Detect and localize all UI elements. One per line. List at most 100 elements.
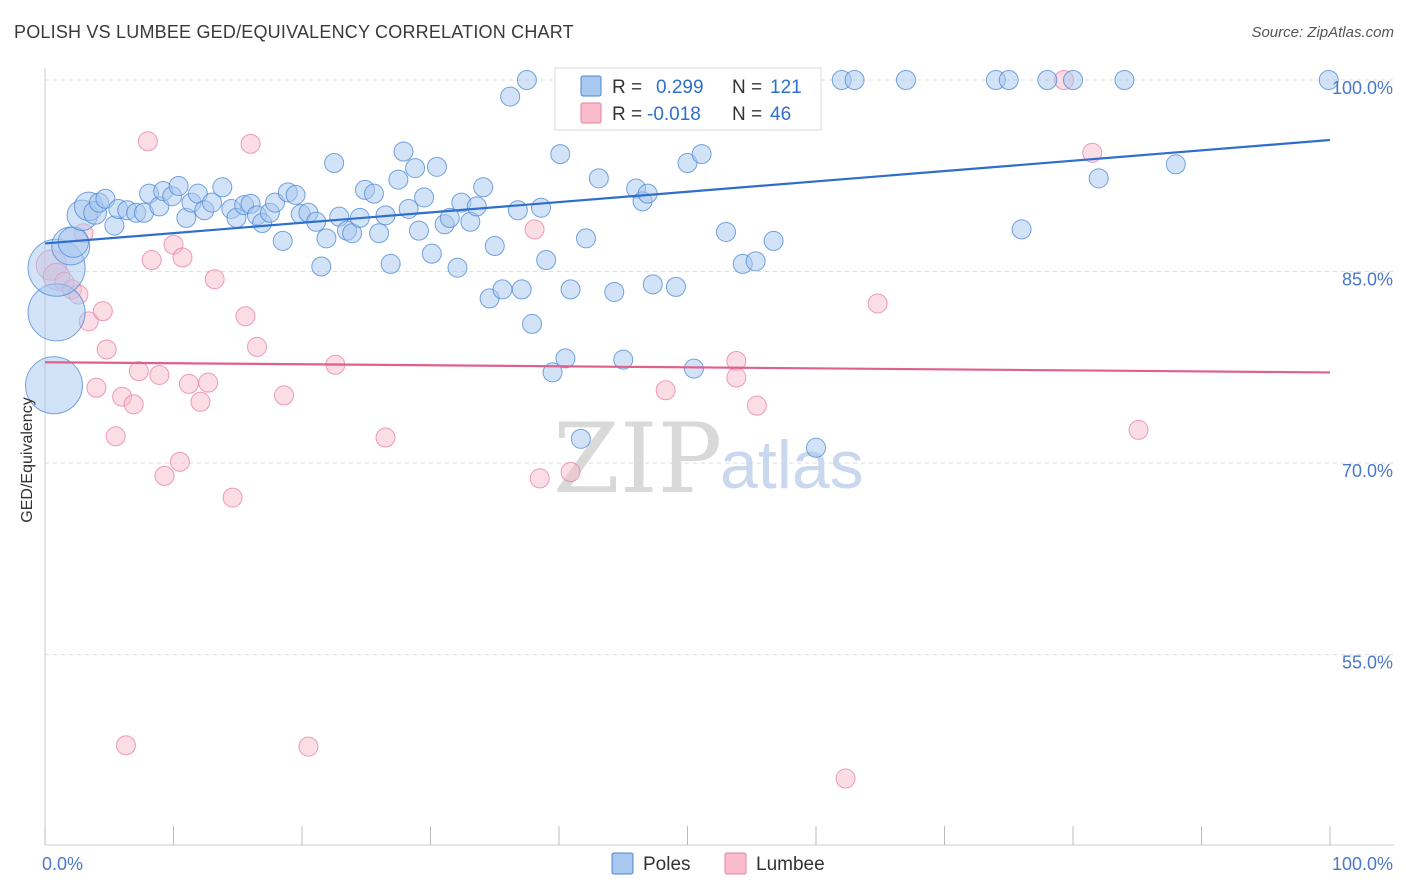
lumbee-point: [560, 462, 581, 483]
poles-point: [1114, 70, 1135, 90]
poles-r-value: 0.299: [656, 77, 704, 98]
y-tick-label: 100.0%: [1332, 78, 1393, 98]
poles-point: [1063, 70, 1083, 90]
poles-legend-swatch: [580, 75, 602, 97]
lumbee-point: [141, 250, 162, 271]
poles-point: [316, 228, 337, 249]
poles-point: [1011, 219, 1032, 240]
poles-point: [604, 281, 625, 302]
lumbee-point: [655, 380, 676, 401]
poles-point: [542, 362, 563, 383]
y-axis-label: GED/Equivalency: [19, 397, 36, 522]
poles-point: [168, 175, 189, 196]
poles-point: [763, 230, 784, 251]
poles-point: [1165, 154, 1186, 175]
poles-point: [550, 144, 571, 165]
poles-point: [1037, 70, 1058, 90]
lumbee-r-value: -0.018: [647, 104, 701, 125]
lumbee-point: [137, 131, 158, 152]
poles-point: [24, 356, 83, 415]
poles-trend-line: [44, 138, 1331, 245]
source-label: Source: ZipAtlas.com: [1251, 24, 1394, 41]
poles-point: [500, 86, 521, 107]
lumbee-point: [154, 465, 175, 486]
poles-point: [363, 183, 384, 204]
poles-point: [408, 220, 429, 241]
poles-r-label: R =: [612, 77, 642, 98]
x-tick-label: 0.0%: [42, 854, 83, 874]
poles-n-value: 121: [770, 77, 802, 98]
poles-point: [405, 158, 426, 179]
lumbee-n-label: N =: [732, 104, 762, 125]
poles-point: [613, 349, 634, 370]
y-tick-label: 85.0%: [1342, 270, 1393, 290]
lumbee-point: [149, 364, 170, 385]
poles-point: [511, 279, 532, 300]
stats-legend: R = 0.299 N = 121 R = -0.018 N = 46: [554, 67, 822, 131]
lumbee-point: [247, 336, 268, 357]
lumbee-point: [274, 385, 295, 406]
poles-n-label: N =: [732, 77, 762, 98]
poles-point: [388, 169, 409, 190]
poles-point: [1088, 168, 1109, 189]
poles-point: [677, 153, 698, 174]
poles-point: [998, 70, 1019, 90]
poles-point: [414, 187, 435, 208]
poles-point: [104, 215, 125, 236]
poles-point: [665, 276, 686, 297]
poles-series-label: Poles: [643, 854, 691, 875]
y-tick-labels: 55.0% 70.0% 85.0% 100.0%: [1332, 78, 1393, 673]
poles-point: [531, 197, 552, 218]
poles-point: [642, 274, 663, 295]
x-tick-label: 100.0%: [1332, 854, 1393, 874]
poles-point: [588, 168, 609, 189]
y-tick-label: 70.0%: [1342, 461, 1393, 481]
lumbee-trend-line: [44, 361, 1331, 374]
lumbee-series-label: Lumbee: [756, 854, 825, 875]
watermark-atlas: atlas: [720, 427, 864, 503]
lumbee-point: [190, 391, 211, 412]
lumbee-point: [123, 394, 144, 415]
lumbee-point: [204, 269, 225, 290]
watermark: ZIP atlas: [553, 403, 864, 515]
lumbee-n-value: 46: [770, 104, 791, 125]
lumbee-point: [86, 377, 107, 398]
poles-point: [439, 207, 460, 228]
lumbee-r-label: R =: [612, 104, 642, 125]
lumbee-point: [1082, 142, 1103, 163]
poles-point: [311, 256, 332, 277]
lumbee-point: [172, 247, 193, 268]
poles-point: [447, 257, 468, 278]
axes: [44, 68, 1394, 846]
lumbee-point: [298, 736, 319, 757]
lumbee-point: [115, 735, 136, 756]
lumbee-point: [524, 219, 545, 240]
poles-point: [844, 70, 865, 90]
poles-point: [570, 428, 591, 449]
poles-point: [507, 200, 528, 221]
poles-point: [716, 221, 737, 242]
poles-point: [466, 196, 487, 217]
poles-point: [202, 192, 223, 213]
poles-point: [473, 177, 494, 198]
poles-point: [492, 279, 513, 300]
watermark-zip: ZIP: [553, 403, 722, 515]
lumbee-point: [128, 361, 149, 382]
poles-point: [536, 250, 557, 271]
poles-points: [24, 70, 1339, 458]
lumbee-point: [105, 426, 126, 447]
lumbee-point: [835, 768, 856, 789]
poles-point: [212, 177, 233, 198]
poles-point: [421, 243, 442, 264]
poles-point: [426, 156, 447, 177]
lumbee-legend-swatch: [580, 102, 602, 124]
poles-point: [1318, 70, 1339, 90]
poles-point: [806, 437, 826, 458]
lumbee-point: [375, 427, 396, 448]
poles-point: [522, 313, 543, 334]
poles-point: [745, 251, 766, 272]
poles-point: [272, 230, 293, 251]
poles-point: [516, 70, 537, 90]
x-tick-labels: 0.0% 100.0%: [42, 854, 1393, 874]
